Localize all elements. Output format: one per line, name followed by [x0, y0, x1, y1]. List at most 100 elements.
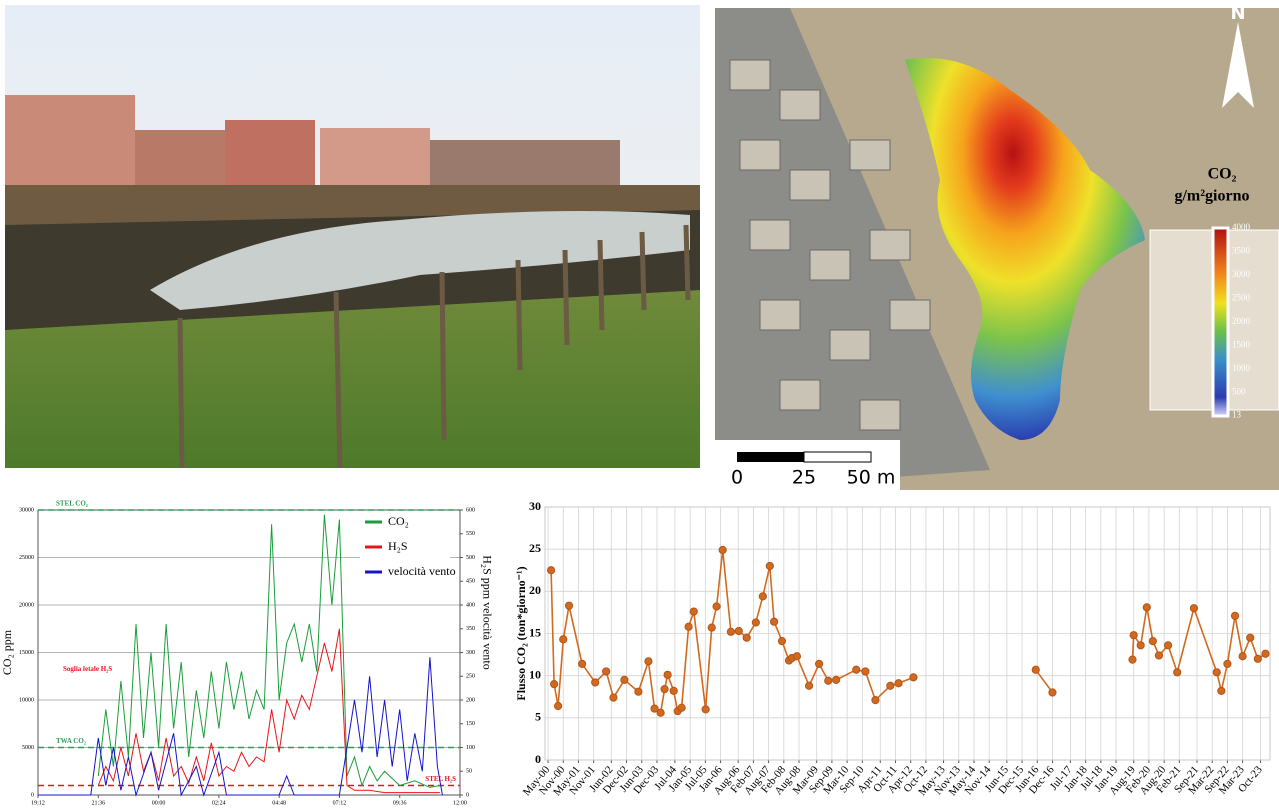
data-point: [1048, 688, 1057, 697]
colorbar-tick-label: 1500: [1232, 340, 1251, 350]
data-point: [609, 693, 618, 702]
data-point: [909, 673, 918, 682]
x-tick-label: 21:36: [91, 800, 105, 806]
series-line: [97, 514, 440, 788]
y-tick-label: 15000: [19, 650, 34, 656]
data-point: [815, 659, 824, 668]
data-point: [765, 561, 774, 571]
data-point: [1238, 652, 1247, 661]
data-point: [546, 566, 556, 575]
scale-bar-label: 0: [731, 467, 743, 489]
colorbar-tick-label: 3500: [1232, 246, 1251, 256]
data-point: [894, 679, 903, 688]
legend-bg: [360, 512, 450, 534]
y2-tick-label: 250: [466, 674, 475, 680]
data-point: [660, 685, 669, 694]
plot-frame: [544, 506, 1271, 761]
data-point: [701, 705, 710, 714]
data-point: [663, 670, 672, 679]
flux-map: [715, 8, 1279, 490]
data-point: [591, 678, 600, 687]
legend-label: velocità vento: [388, 564, 456, 578]
data-point: [1230, 611, 1240, 620]
data-point: [758, 592, 767, 601]
y2-tick-label: 500: [466, 555, 475, 561]
y-tick-label: 10000: [19, 697, 34, 703]
data-point: [669, 686, 678, 695]
y2-tick-label: 100: [466, 745, 475, 751]
data-point: [1031, 665, 1040, 674]
y2-tick-label: 450: [466, 579, 475, 585]
site-photo: [5, 5, 700, 469]
data-point: [1189, 604, 1199, 613]
flux-timeseries-chart: 051015202530May-00Nov-00May-01Nov-01Jun-…: [514, 499, 1271, 798]
data-point: [1136, 641, 1145, 650]
y-tick-label: 5000: [22, 745, 34, 751]
colorbar-unit: g/m²giorno: [1174, 188, 1249, 205]
data-point: [707, 623, 716, 632]
scale-bar-white: [803, 451, 872, 463]
y2-tick-label: 350: [466, 626, 475, 632]
y-tick-label: 0: [31, 792, 34, 798]
data-point: [1173, 668, 1182, 677]
scale-bar-label: 25: [792, 467, 816, 489]
data-point: [620, 675, 629, 684]
data-point: [804, 681, 814, 690]
data-point: [777, 636, 787, 646]
data-point: [1217, 686, 1226, 695]
x-tick-label: 00:00: [152, 800, 166, 806]
y-tick-label: 15: [529, 625, 541, 639]
x-tick-label: 07:12: [333, 800, 347, 806]
y2-axis-label: H₂S ppm velocità vento: [480, 555, 494, 670]
data-point: [726, 627, 735, 636]
x-tick-label: 09:36: [393, 800, 407, 806]
x-tick-label: 12:00: [453, 800, 467, 806]
data-point: [1154, 651, 1164, 660]
data-point: [751, 618, 760, 627]
x-tick-label: 02:24: [212, 800, 226, 806]
y-tick-label: 25: [529, 541, 541, 555]
data-point: [550, 680, 559, 689]
colorbar-tick-label: 4000: [1232, 222, 1251, 232]
y-tick-label: 5: [535, 710, 541, 724]
data-point: [886, 681, 895, 690]
data-point: [650, 704, 659, 713]
data-point: [792, 652, 802, 661]
colorbar-tick-label: 2500: [1232, 293, 1251, 303]
x-tick-label: 04:48: [272, 800, 286, 806]
reference-label: STEL H₂S: [425, 775, 456, 783]
scale-bar-label: 50 m: [847, 467, 896, 489]
data-point: [677, 703, 686, 712]
data-point: [1212, 668, 1221, 677]
data-point: [1223, 659, 1232, 668]
data-point: [742, 633, 751, 642]
data-point: [852, 665, 861, 674]
y2-tick-label: 50: [466, 769, 472, 775]
y2-tick-label: 150: [466, 721, 475, 727]
north-label: N: [1230, 3, 1245, 24]
reference-label: TWA CO₂: [56, 737, 86, 745]
y-tick-label: 30: [529, 499, 541, 513]
data-point: [871, 696, 880, 705]
colorbar-tick-label: 1000: [1232, 363, 1251, 373]
data-point: [644, 657, 653, 666]
y-tick-label: 20: [529, 583, 541, 597]
colorbar-tick-label: 13: [1232, 409, 1242, 419]
y-axis-label: CO₂ ppm: [0, 629, 14, 675]
x-tick-label: 19:12: [31, 800, 45, 806]
series-line: [38, 657, 443, 797]
data-point: [1129, 631, 1138, 640]
y2-tick-label: 600: [466, 507, 475, 513]
colorbar-title: CO₂: [1208, 166, 1237, 183]
legend-label: H₂S: [388, 539, 408, 553]
data-point: [1253, 654, 1262, 663]
legend-bg: [360, 537, 450, 559]
data-point: [734, 626, 743, 636]
data-point: [656, 708, 665, 717]
series-line: [97, 628, 440, 794]
data-point: [1261, 649, 1270, 658]
data-point: [689, 607, 698, 616]
scale-bar-black: [737, 452, 804, 462]
data-point: [832, 675, 841, 684]
